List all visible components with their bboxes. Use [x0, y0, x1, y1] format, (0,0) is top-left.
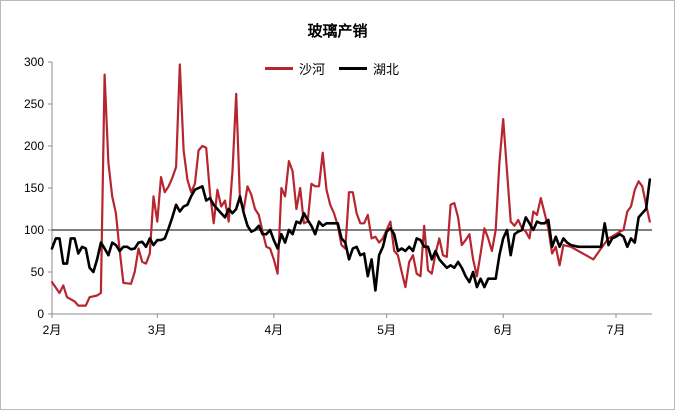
series-line-shahe — [50, 63, 651, 307]
chart-title: 玻璃产销 — [307, 22, 368, 40]
legend-item-shahe: 沙河 — [265, 59, 325, 78]
y-tick-label: 0 — [37, 307, 44, 321]
legend-item-hubei: 湖北 — [339, 59, 399, 78]
y-tick-label: 250 — [24, 97, 44, 111]
x-tick-label: 2月 — [43, 323, 62, 337]
x-tick-label: 6月 — [494, 323, 513, 337]
y-tick-label: 50 — [31, 265, 45, 279]
y-tick-label: 300 — [24, 55, 44, 69]
x-tick-label: 5月 — [377, 323, 396, 337]
x-tick-label: 4月 — [264, 323, 283, 337]
x-tick-label: 3月 — [148, 323, 167, 337]
y-tick-label: 150 — [24, 181, 44, 195]
legend-swatch-hubei — [339, 66, 368, 70]
legend-label-hubei: 湖北 — [373, 62, 400, 78]
y-tick-label: 200 — [24, 139, 44, 153]
y-tick-label: 100 — [24, 223, 44, 237]
legend-swatch-shahe — [265, 66, 293, 70]
legend: 沙河 湖北 — [265, 58, 413, 78]
legend-label-shahe: 沙河 — [299, 62, 326, 78]
x-tick-label: 7月 — [607, 323, 626, 337]
series-line-hubei — [50, 178, 652, 292]
